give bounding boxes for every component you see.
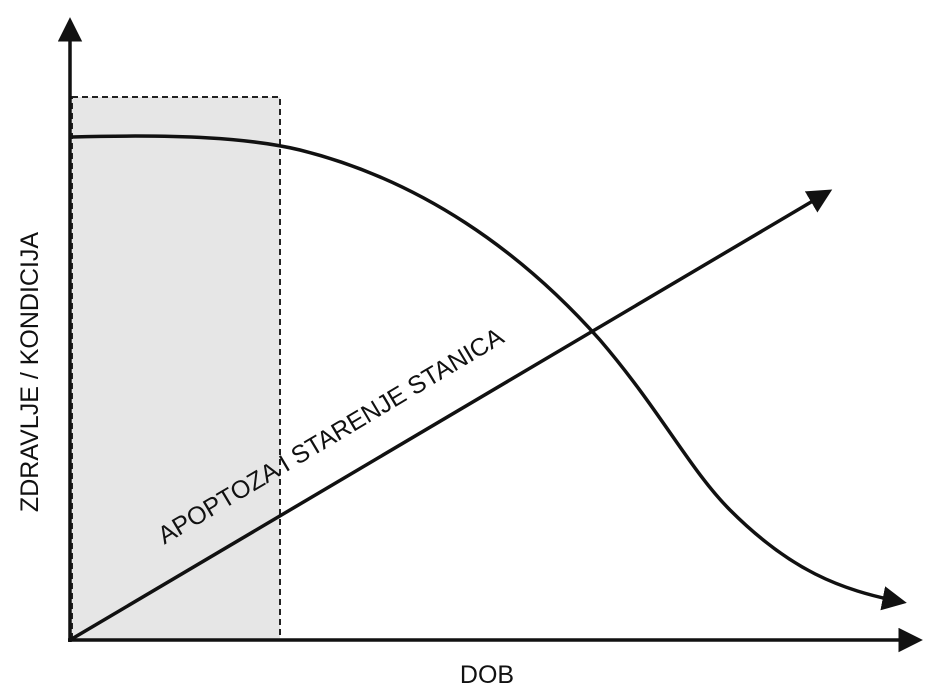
y-axis-label: ZDRAVLJE / KONDICIJA — [16, 232, 44, 512]
health-curve — [71, 134, 907, 611]
highlight-region — [71, 96, 281, 641]
apoptosis-line — [69, 189, 833, 642]
x-axis-label: DOB — [460, 661, 514, 689]
